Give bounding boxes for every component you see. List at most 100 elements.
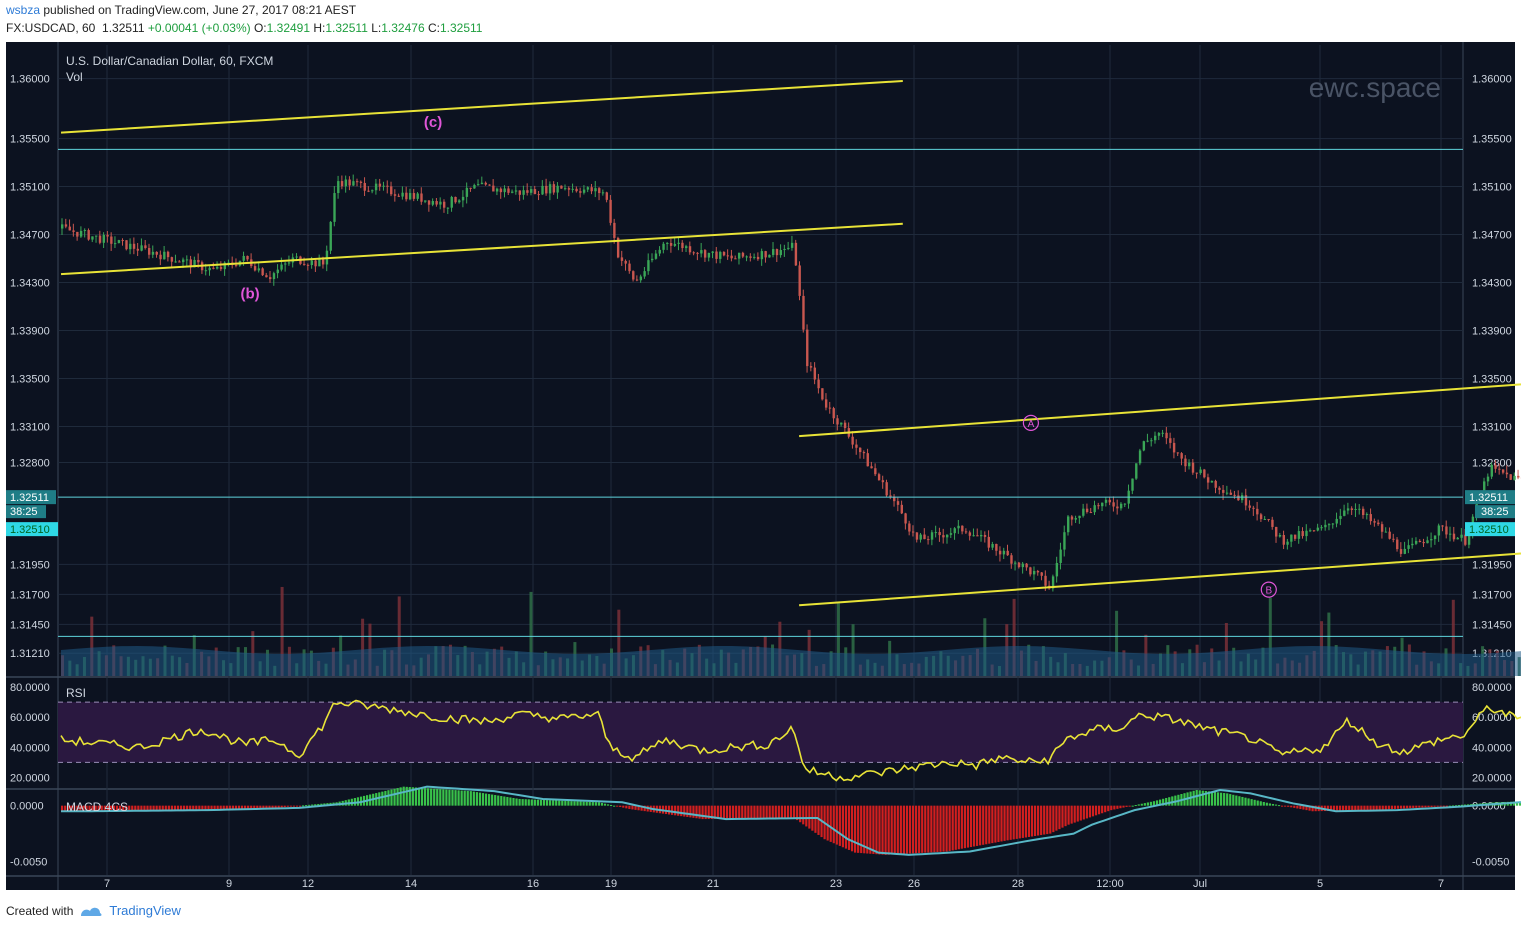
last-price-badge-left bbox=[6, 490, 56, 505]
macd-bar bbox=[97, 805, 100, 811]
macd-bar bbox=[1262, 801, 1265, 806]
macd-bar bbox=[207, 805, 210, 810]
candle-body bbox=[178, 261, 181, 263]
candle-body bbox=[590, 187, 593, 192]
candle-body bbox=[1206, 477, 1210, 483]
macd-bar bbox=[954, 805, 957, 850]
candle-body bbox=[1464, 534, 1467, 545]
macd-bar bbox=[606, 804, 610, 806]
tradingview-link[interactable]: TradingView bbox=[109, 903, 181, 918]
candle-body bbox=[1161, 432, 1164, 434]
y-tick-label-right: 1.33900 bbox=[1472, 326, 1512, 338]
low-label: L: bbox=[371, 21, 382, 35]
candle-body bbox=[1388, 531, 1391, 539]
macd-bar bbox=[1134, 805, 1137, 807]
y-tick-label-left: 1.33500 bbox=[10, 373, 50, 385]
macd-bar bbox=[512, 797, 515, 806]
y-tick-label-left: 1.33100 bbox=[10, 421, 50, 433]
candle-body bbox=[1229, 492, 1233, 495]
candle-body bbox=[1112, 502, 1115, 507]
candle-body bbox=[1331, 523, 1335, 525]
author-link[interactable]: wsbza bbox=[6, 3, 41, 17]
y-tick-label-right: 1.34300 bbox=[1472, 278, 1512, 290]
macd-bar bbox=[988, 805, 991, 844]
candle-body bbox=[995, 543, 998, 551]
macd-bar bbox=[268, 805, 271, 809]
macd-bar bbox=[167, 805, 170, 811]
macd-bar bbox=[1000, 805, 1003, 842]
macd-bar bbox=[274, 805, 277, 808]
candle-body bbox=[507, 188, 510, 193]
y-tick-label-right: 1.35100 bbox=[1472, 182, 1512, 194]
candle-body bbox=[1051, 576, 1055, 589]
macd-bar bbox=[219, 805, 222, 810]
volume-bar bbox=[1327, 612, 1331, 676]
macd-bar bbox=[1101, 805, 1104, 814]
candle-body bbox=[378, 183, 382, 187]
candle-body bbox=[806, 329, 809, 367]
macd-bar bbox=[561, 800, 564, 806]
candle-body bbox=[753, 256, 756, 258]
macd-bar bbox=[829, 805, 832, 842]
candle-body bbox=[1165, 432, 1168, 439]
candle-body bbox=[522, 190, 525, 195]
candle-body bbox=[942, 535, 945, 538]
candle-body bbox=[219, 266, 223, 270]
macd-bar bbox=[1372, 805, 1375, 811]
macd-bar bbox=[439, 789, 442, 806]
candle-body bbox=[768, 254, 771, 258]
candle-body bbox=[265, 275, 268, 278]
candle-body bbox=[61, 224, 64, 229]
macd-bar bbox=[1024, 805, 1027, 838]
macd-bar bbox=[170, 805, 173, 811]
candle-body bbox=[817, 379, 820, 389]
macd-bar bbox=[1033, 805, 1037, 837]
candle-body bbox=[1286, 541, 1289, 545]
candle-body bbox=[110, 236, 113, 244]
candle-body bbox=[824, 399, 828, 408]
macd-bar bbox=[838, 805, 841, 846]
candle-body bbox=[1142, 441, 1146, 451]
macd-bar bbox=[588, 801, 591, 806]
candle-body bbox=[877, 474, 881, 481]
macd-bar bbox=[570, 801, 573, 806]
candle-body bbox=[741, 252, 745, 257]
candle-body bbox=[1119, 503, 1123, 509]
candle-body bbox=[1131, 478, 1134, 491]
macd-bar bbox=[518, 798, 521, 806]
macd-bar bbox=[1457, 804, 1461, 806]
candle-body bbox=[390, 186, 393, 195]
candle-body bbox=[151, 251, 155, 255]
candle-body bbox=[1369, 514, 1372, 522]
candle-body bbox=[212, 267, 215, 269]
macd-bar bbox=[735, 805, 738, 819]
macd-bar bbox=[747, 805, 750, 819]
macd-bar bbox=[1332, 805, 1336, 811]
macd-bar bbox=[222, 805, 225, 810]
candle-body bbox=[435, 201, 438, 205]
macd-bar bbox=[82, 805, 85, 812]
candle-body bbox=[541, 185, 544, 195]
candle-body bbox=[874, 468, 877, 475]
macd-bar bbox=[1046, 805, 1049, 835]
macd-bar bbox=[491, 794, 494, 806]
candle-body bbox=[1169, 438, 1172, 443]
candle-body bbox=[1233, 494, 1236, 496]
macd-bar bbox=[725, 805, 729, 819]
macd-bar bbox=[488, 794, 491, 806]
candle-body bbox=[1271, 519, 1274, 527]
candle-body bbox=[1275, 526, 1278, 537]
macd-bar bbox=[1424, 805, 1427, 808]
x-tick-label: Jul bbox=[1193, 878, 1207, 890]
candle-body bbox=[991, 543, 994, 548]
macd-bar bbox=[497, 795, 500, 806]
macd-bar bbox=[857, 805, 860, 853]
macd-bar bbox=[314, 804, 317, 806]
macd-bar bbox=[125, 805, 128, 811]
macd-bar bbox=[671, 805, 674, 815]
candle-body bbox=[1505, 472, 1509, 475]
macd-bar bbox=[1427, 805, 1430, 808]
candle-body bbox=[344, 179, 348, 187]
macd-bar bbox=[1378, 805, 1381, 810]
